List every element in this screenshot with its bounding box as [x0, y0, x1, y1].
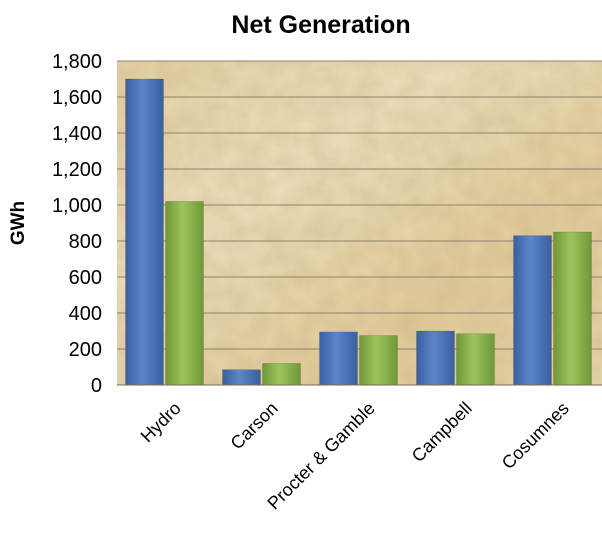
- y-tick-label: 400: [69, 303, 102, 325]
- x-tick-label: Cosumnes: [498, 398, 573, 473]
- bars: [125, 78, 592, 386]
- y-tick-label: 800: [69, 231, 102, 253]
- y-tick-label: 1,800: [52, 51, 102, 73]
- y-tick-label: 1,400: [52, 123, 102, 145]
- y-tick-label: 1,600: [52, 87, 102, 109]
- x-tick-label: Carson: [227, 398, 282, 453]
- bar-campbell-series-2: [456, 333, 495, 386]
- bar-campbell-series-1: [416, 330, 455, 386]
- y-axis-ticks: 0 200 400 600 800 1,000 1,200 1,400 1,600 1,800: [52, 51, 102, 397]
- y-tick-label: 1,200: [52, 159, 102, 181]
- bar-cosumnes-series-2: [553, 231, 592, 386]
- bar-procter-gamble-series-2: [359, 335, 398, 386]
- y-tick-label: 200: [69, 339, 102, 361]
- x-tick-label: Hydro: [137, 398, 185, 446]
- bar-hydro-series-1: [125, 78, 164, 386]
- chart-title: Net Generation: [231, 11, 410, 39]
- y-tick-label: 1,000: [52, 195, 102, 217]
- x-tick-label: Procter & Gamble: [263, 398, 378, 513]
- bar-hydro-series-2: [165, 201, 204, 386]
- y-tick-label: 600: [69, 267, 102, 289]
- bar-procter-gamble-series-1: [319, 331, 358, 386]
- bar-cosumnes-series-1: [513, 235, 552, 386]
- y-tick-label: 0: [91, 375, 102, 397]
- bar-carson-series-2: [262, 363, 301, 386]
- bar-carson-series-1: [222, 369, 261, 386]
- y-axis-label: GWh: [8, 201, 29, 245]
- x-tick-label: Campbell: [408, 398, 476, 466]
